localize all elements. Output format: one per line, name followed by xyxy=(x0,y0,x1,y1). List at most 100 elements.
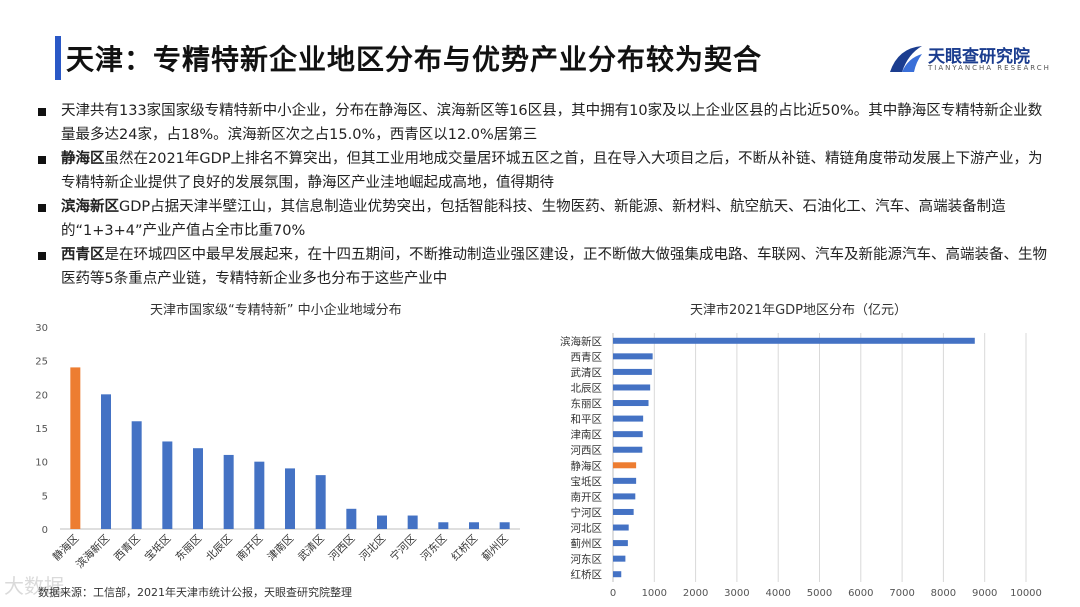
left-chart-title: 天津市国家级“专精特新” 中小企业地域分布 xyxy=(150,303,402,318)
bullet-bold-label: 西青区 xyxy=(61,247,105,263)
x-tick-label: 宝坻区 xyxy=(142,532,173,563)
y-tick-label: 宁河区 xyxy=(571,506,603,519)
bar xyxy=(613,384,651,391)
bar xyxy=(193,448,203,529)
bullet-item: 滨海新区GDP占据天津半壁江山，其信息制造业优势突出，包括智能科技、生物医药、新… xyxy=(38,196,1048,243)
x-tick-label: 1000 xyxy=(642,588,667,599)
logo: 天眼查研究院 TIANYANCHA RESEARCH xyxy=(888,42,1049,78)
y-tick-label: 和平区 xyxy=(571,414,603,426)
watermark: 大数据 xyxy=(4,574,64,598)
x-tick-label: 津南区 xyxy=(265,532,296,563)
x-tick-label: 南开区 xyxy=(234,532,265,563)
bullet-square-icon xyxy=(38,156,46,164)
y-tick-label: 15 xyxy=(35,424,48,435)
x-tick-label: 7000 xyxy=(889,588,914,599)
bar xyxy=(613,368,652,375)
y-tick-label: 0 xyxy=(42,525,48,536)
bar xyxy=(613,477,637,484)
x-tick-label: 东丽区 xyxy=(173,532,204,563)
y-tick-label: 津南区 xyxy=(571,428,603,441)
y-tick-label: 武清区 xyxy=(571,366,603,379)
bar xyxy=(101,394,111,529)
y-tick-label: 25 xyxy=(35,357,48,368)
bullet-square-icon xyxy=(38,108,46,116)
x-tick-label: 武清区 xyxy=(295,532,326,563)
bar xyxy=(613,571,622,578)
bar xyxy=(70,367,81,529)
y-tick-label: 河北区 xyxy=(571,523,603,535)
bar xyxy=(254,461,265,529)
y-tick-label: 蓟州区 xyxy=(571,537,603,550)
bullet-text: 是在环城四区中最早发展起来，在十四五期间，不断推动制造业强区建设，正不断做大做强… xyxy=(61,247,1047,287)
x-tick-label: 6000 xyxy=(848,588,873,599)
x-tick-label: 红桥区 xyxy=(449,532,480,563)
bullet-text: GDP占据天津半壁江山，其信息制造业优势突出，包括智能科技、生物医药、新能源、新… xyxy=(61,199,1006,239)
bar xyxy=(469,522,479,529)
y-tick-label: 5 xyxy=(42,491,48,502)
y-tick-label: 河东区 xyxy=(571,553,603,566)
bar xyxy=(613,555,626,562)
x-tick-label: 10000 xyxy=(1010,588,1042,599)
bar xyxy=(285,468,295,529)
bar xyxy=(407,515,418,529)
logo-text: 天眼查研究院 xyxy=(928,47,1030,67)
bar xyxy=(438,522,449,529)
y-tick-label: 东丽区 xyxy=(571,397,603,410)
logo-subtext: TIANYANCHA RESEARCH xyxy=(928,64,1051,72)
x-tick-label: 4000 xyxy=(765,588,790,599)
bar xyxy=(613,493,636,500)
bar xyxy=(613,353,653,360)
y-tick-label: 南开区 xyxy=(571,490,603,503)
x-tick-label: 宁河区 xyxy=(387,532,418,563)
bullet-square-icon xyxy=(38,204,46,212)
bar xyxy=(499,522,510,529)
bar xyxy=(613,462,637,469)
y-tick-label: 北辰区 xyxy=(571,382,603,394)
y-tick-label: 30 xyxy=(35,323,48,334)
y-tick-label: 河西区 xyxy=(571,445,603,457)
x-tick-label: 8000 xyxy=(931,588,956,599)
x-tick-label: 9000 xyxy=(972,588,997,599)
x-tick-label: 河东区 xyxy=(418,532,449,563)
bar xyxy=(613,524,629,531)
bar xyxy=(613,446,643,453)
y-tick-label: 滨海新区 xyxy=(560,335,602,348)
bar xyxy=(613,508,634,515)
page-title: 天津：专精特新企业地区分布与优势产业分布较为契合 xyxy=(66,43,763,76)
bar xyxy=(613,337,975,344)
right-bar-chart: 0 1000 2000 3000 4000 5000 6000 7000 8000 9000 100… xyxy=(560,333,1042,599)
x-tick-label: 5000 xyxy=(807,588,832,599)
title-accent-bar xyxy=(55,36,61,80)
bullet-text: 虽然在2021年GDP上排名不算突出，但其工业用地成交量居环城五区之首，且在导入… xyxy=(61,151,1043,191)
y-tick-label: 10 xyxy=(35,458,48,469)
bar xyxy=(613,400,649,407)
y-tick-label: 静海区 xyxy=(571,459,603,472)
bar xyxy=(223,454,234,529)
right-chart-title: 天津市2021年GDP地区分布（亿元） xyxy=(690,303,908,318)
bullet-list: 天津共有133家国家级专精特新中小企业，分布在静海区、滨海新区等16区县，其中拥… xyxy=(38,100,1048,292)
bullet-bold-label: 静海区 xyxy=(61,151,105,167)
bar xyxy=(162,441,173,529)
x-tick-label: 西青区 xyxy=(111,532,142,563)
bar xyxy=(613,431,643,438)
x-tick-label: 2000 xyxy=(683,588,708,599)
y-tick-label: 宝坻区 xyxy=(571,475,603,488)
bar xyxy=(315,475,326,529)
x-tick-label: 滨海新区 xyxy=(73,532,112,571)
bar xyxy=(346,508,357,529)
bullet-item: 天津共有133家国家级专精特新中小企业，分布在静海区、滨海新区等16区县，其中拥… xyxy=(38,100,1048,147)
x-tick-label: 0 xyxy=(610,588,616,599)
x-tick-label: 3000 xyxy=(724,588,749,599)
y-tick-label: 红桥区 xyxy=(571,568,603,581)
logo-mark-icon xyxy=(890,46,922,72)
y-tick-label: 西青区 xyxy=(571,350,603,363)
bar xyxy=(131,421,142,529)
x-tick-label: 北辰区 xyxy=(204,533,235,564)
bullet-text: 天津共有133家国家级专精特新中小企业，分布在静海区、滨海新区等16区县，其中拥… xyxy=(61,103,1043,143)
bullet-bold-label: 滨海新区 xyxy=(61,199,119,215)
source-note: 数据来源：工信部，2021年天津市统计公报，天眼查研究院整理 xyxy=(38,586,352,599)
y-tick-label: 20 xyxy=(35,390,48,401)
x-tick-label: 河北区 xyxy=(357,533,388,564)
bar xyxy=(613,415,644,422)
